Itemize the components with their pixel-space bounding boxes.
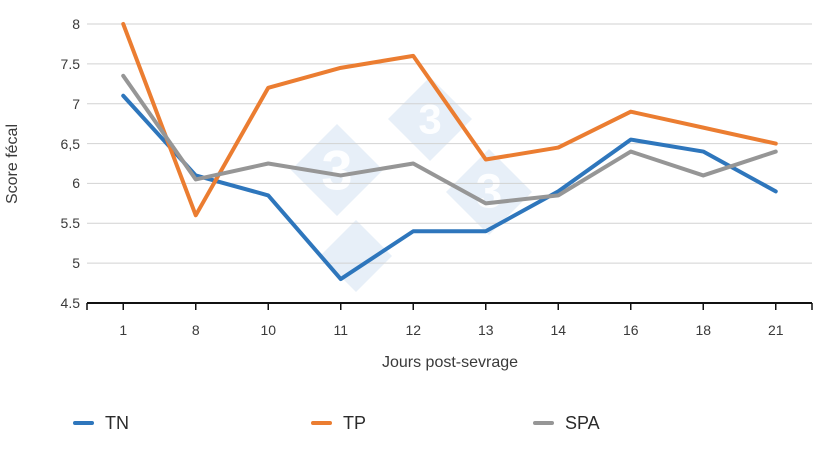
x-tick-label: 13 [477, 322, 494, 338]
watermark-333: 333 [290, 76, 533, 293]
series-line-TN [121, 93, 778, 282]
watermark-glyph: 3 [418, 96, 441, 143]
watermark-diamond [290, 123, 384, 216]
y-tick-label: 7 [72, 95, 80, 112]
x-tick-label: 11 [333, 322, 349, 338]
x-axis-title: Jours post-sevrage [381, 354, 519, 371]
legend-swatch-TN [73, 421, 94, 425]
y-tick-label: 5 [72, 255, 80, 272]
legend-item-TP: TP [311, 412, 366, 434]
y-tick-label: 7.5 [60, 55, 80, 72]
gridlines [87, 23, 812, 264]
y-tick-label: 6 [72, 175, 80, 192]
y-tick-label: 6,5 [60, 135, 80, 152]
watermark-glyph: 3 [476, 166, 503, 219]
watermark-diamond [388, 76, 472, 161]
legend-label-TN: TN [105, 412, 129, 433]
y-tick-label: 5.5 [60, 215, 80, 232]
legend-swatch-SPA [533, 421, 554, 425]
y-tick-label: 4.5 [60, 295, 80, 311]
legend-swatch-TP [311, 421, 332, 425]
legend-item-SPA: SPA [533, 412, 600, 434]
y-axis-title: Score fécal [4, 123, 21, 205]
x-tick-label: 21 [767, 322, 784, 338]
x-tick-label: 12 [405, 322, 422, 338]
x-tick-label: 1 [119, 322, 128, 338]
y-tick-label: 8 [72, 16, 80, 32]
x-tick-label: 14 [550, 322, 567, 338]
x-tick-label: 10 [260, 322, 277, 338]
series-line-SPA [121, 73, 778, 206]
x-tick-label: 16 [622, 322, 639, 338]
legend-item-TN: TN [73, 412, 129, 434]
watermark-glyph: 3 [321, 139, 352, 202]
x-axis [86, 302, 813, 310]
x-tick-label: 8 [191, 322, 200, 338]
legend-label-SPA: SPA [565, 412, 600, 433]
legend-label-TP: TP [343, 412, 367, 433]
x-tick-label: 18 [695, 322, 712, 338]
watermark-diamond [319, 220, 393, 293]
series-line-TP [121, 22, 778, 218]
